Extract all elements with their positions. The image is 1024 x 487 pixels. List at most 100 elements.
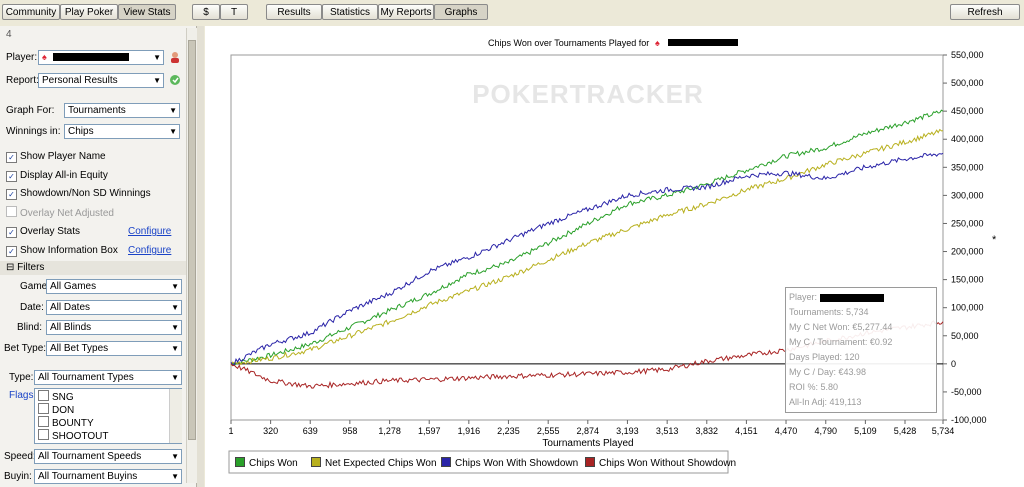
tab-view-stats[interactable]: View Stats — [118, 4, 176, 20]
flag-shootout[interactable]: SHOOTOUT — [38, 429, 108, 444]
x-tick-label: 639 — [303, 426, 318, 436]
flag-label: SHOOTOUT — [52, 431, 109, 442]
player-label: Player: — [6, 52, 38, 63]
refresh-button[interactable]: Refresh — [950, 4, 1020, 20]
y-tick-label: 450,000 — [951, 106, 984, 116]
option-display-allin-equity[interactable]: ✓ Display All-in Equity — [6, 169, 108, 183]
winnings-select[interactable]: Chips ▼ — [64, 124, 180, 139]
configure-overlay-link[interactable]: Configure — [128, 226, 172, 237]
series-line — [230, 128, 944, 366]
tab-my-reports[interactable]: My Reports — [378, 4, 434, 20]
flags-list[interactable]: SNG DON BOUNTY SHOOTOUT — [34, 388, 182, 444]
tab-play-poker[interactable]: Play Poker — [60, 4, 118, 20]
option-label: Overlay Stats — [20, 226, 81, 237]
checkbox[interactable] — [38, 390, 49, 401]
x-tick-label: 1,278 — [378, 426, 401, 436]
y-tick-label: 0 — [951, 359, 956, 369]
tab-results[interactable]: Results — [266, 4, 322, 20]
info-tournaments: Tournaments: 5,734 — [789, 307, 869, 317]
info-per-tournament: My C / Tournament: €0.92 — [789, 337, 893, 347]
currency-t-button[interactable]: T — [220, 4, 248, 20]
scrollbar-thumb[interactable] — [188, 40, 196, 440]
checkbox[interactable]: ✓ — [6, 152, 17, 163]
info-per-day: My C / Day: €43.98 — [789, 367, 867, 377]
buyin-select[interactable]: All Tournament Buyins ▼ — [34, 469, 182, 484]
checkbox[interactable] — [38, 403, 49, 414]
chevron-down-icon: ▼ — [171, 452, 179, 461]
x-tick-label: 3,513 — [656, 426, 679, 436]
flags-scrollbar[interactable] — [169, 389, 182, 443]
legend-swatch — [585, 457, 595, 467]
checkbox[interactable]: ✓ — [6, 227, 17, 238]
splitter[interactable] — [197, 26, 204, 487]
checkbox[interactable]: ✓ — [6, 171, 17, 182]
option-overlay-stats[interactable]: ✓ Overlay Stats — [6, 225, 80, 239]
currency-dollar-button[interactable]: $ — [192, 4, 220, 20]
info-net-won: My C Net Won: €5,277.44 — [789, 322, 893, 332]
chart-title: Chips Won over Tournaments Played for — [488, 38, 649, 48]
report-select[interactable]: Personal Results ▼ — [38, 73, 164, 88]
y-tick-label: 300,000 — [951, 190, 984, 200]
date-value: All Dates — [50, 302, 91, 313]
speed-value: All Tournament Speeds — [38, 451, 142, 462]
graph-for-label: Graph For: — [6, 105, 55, 116]
report-value: Personal Results — [42, 75, 118, 86]
spade-icon: ♠ — [42, 52, 47, 62]
user-icon[interactable] — [169, 51, 181, 63]
flag-bounty[interactable]: BOUNTY — [38, 416, 94, 431]
x-tick-label: 958 — [342, 426, 357, 436]
checkbox[interactable] — [38, 416, 49, 427]
option-show-player-name[interactable]: ✓ Show Player Name — [6, 150, 106, 164]
type-select[interactable]: All Tournament Types ▼ — [34, 370, 182, 385]
top-toolbar: Community Play Poker View Stats $ T Resu… — [0, 0, 1024, 24]
type-value: All Tournament Types — [38, 372, 134, 383]
option-label: Overlay Net Adjusted — [20, 208, 114, 219]
date-select[interactable]: All Dates ▼ — [46, 300, 182, 315]
game-label: Game: — [20, 281, 51, 292]
legend-with-showdown: Chips Won With Showdown — [441, 457, 578, 470]
flags-label: Flags: — [9, 390, 37, 401]
info-player: Player: — [789, 292, 884, 302]
information-box: Player: Tournaments: 5,734 My C Net Won:… — [785, 287, 937, 413]
blind-label: Blind: — [17, 322, 43, 333]
info-player-label: Player: — [789, 292, 818, 302]
go-icon[interactable] — [169, 74, 181, 86]
checkbox[interactable]: ✓ — [6, 246, 17, 257]
checkbox[interactable] — [38, 429, 49, 440]
option-show-info-box[interactable]: ✓ Show Information Box — [6, 244, 118, 258]
chevron-down-icon: ▼ — [171, 373, 179, 382]
tab-graphs[interactable]: Graphs — [434, 4, 488, 20]
game-select[interactable]: All Games ▼ — [46, 279, 182, 294]
asterisk-marker: * — [992, 234, 997, 246]
blind-select[interactable]: All Blinds ▼ — [46, 320, 182, 335]
legend-net-expected: Net Expected Chips Won — [311, 457, 437, 470]
chevron-down-icon: ▼ — [169, 106, 177, 115]
type-label: Type: — [9, 372, 34, 383]
x-tick-label: 4,790 — [814, 426, 837, 436]
player-select[interactable]: ♠ ▼ — [38, 50, 164, 65]
filters-header[interactable]: ⊟ Filters — [0, 261, 196, 275]
option-showdown-winnings[interactable]: ✓ Showdown/Non SD Winnings — [6, 187, 151, 201]
collapse-icon: ⊟ — [6, 262, 15, 273]
flag-sng[interactable]: SNG — [38, 390, 74, 405]
y-tick-label: 50,000 — [951, 331, 979, 341]
y-tick-label: 550,000 — [951, 50, 984, 60]
legend-swatch — [311, 457, 321, 467]
configure-infobox-link[interactable]: Configure — [128, 245, 172, 256]
checkbox[interactable]: ✓ — [6, 189, 17, 200]
bet-type-select[interactable]: All Bet Types ▼ — [46, 341, 182, 356]
graph-for-select[interactable]: Tournaments ▼ — [64, 103, 180, 118]
panel-scrollbar[interactable] — [186, 28, 197, 483]
flag-don[interactable]: DON — [38, 403, 74, 418]
tab-statistics[interactable]: Statistics — [322, 4, 378, 20]
tab-community[interactable]: Community — [2, 4, 60, 20]
speed-select[interactable]: All Tournament Speeds ▼ — [34, 449, 182, 464]
flag-label: BOUNTY — [52, 418, 94, 429]
redacted-title-name — [668, 39, 738, 46]
y-tick-label: 200,000 — [951, 247, 984, 257]
x-tick-label: 5,734 — [932, 426, 955, 436]
info-allin-adj: All-In Adj: 419,113 — [789, 397, 862, 407]
legend-label: Chips Won — [249, 458, 298, 469]
spade-icon: ♠ — [655, 38, 660, 48]
